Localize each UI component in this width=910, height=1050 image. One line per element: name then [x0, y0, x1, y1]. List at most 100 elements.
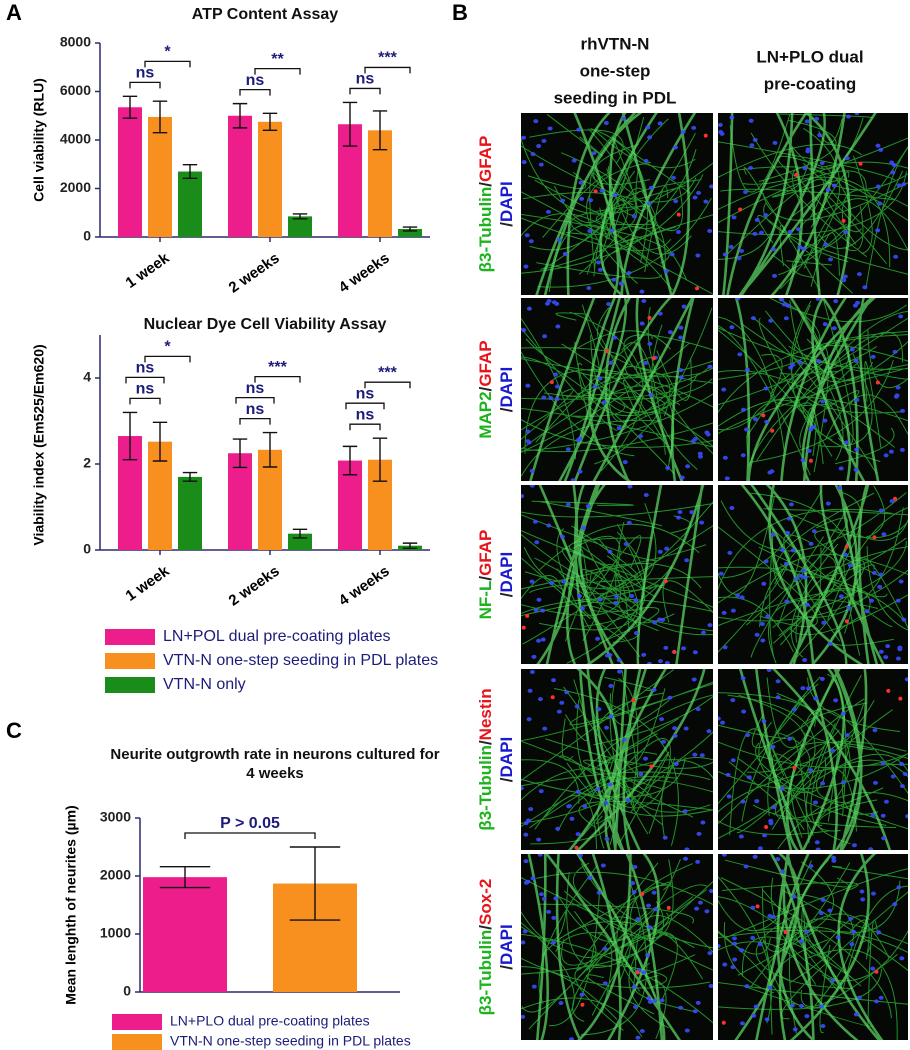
significance-bracket [349, 423, 381, 431]
significance-label: * [164, 339, 171, 356]
row-label-part: β3-Tubulin [476, 187, 495, 273]
micrograph [718, 485, 908, 664]
significance-label: P > 0.05 [220, 815, 280, 832]
row-label: /DAPI [497, 924, 516, 969]
bar [228, 115, 252, 237]
significance-bracket [345, 402, 385, 410]
significance-bracket [129, 81, 161, 89]
error-bar [152, 100, 168, 134]
significance-bracket [254, 375, 301, 383]
micrograph [521, 298, 713, 481]
row-label-part: DAPI [497, 924, 516, 965]
row-label-part: / [476, 386, 495, 391]
error-bar [262, 112, 278, 131]
error-bar [402, 226, 418, 232]
legend-swatch [105, 677, 155, 693]
bar [178, 476, 202, 550]
significance-bracket [239, 417, 271, 425]
legend-swatch [105, 629, 155, 645]
row-label: /DAPI [497, 367, 516, 412]
significance-label: ns [246, 72, 265, 89]
row-label-part: / [497, 965, 516, 970]
y-tick-label: 0 [83, 541, 91, 557]
y-tick-label: 8000 [60, 34, 91, 50]
significance-label: ns [136, 65, 155, 82]
row-label-part: / [476, 182, 495, 187]
bar [178, 171, 202, 237]
row-label-part: DAPI [497, 552, 516, 593]
significance-label: *** [378, 364, 397, 381]
row-label: NF-L/GFAP [476, 530, 495, 620]
row-label-part: Nestin [476, 688, 495, 740]
significance-label: ns [356, 71, 375, 88]
neurite-bundles [535, 113, 697, 295]
row-label-part: NF-L [476, 581, 495, 620]
row-label-part: Sox-2 [476, 879, 495, 925]
row-label-part: DAPI [497, 737, 516, 778]
legend-swatch [112, 1014, 162, 1030]
micrograph [718, 298, 908, 481]
row-label: /DAPI [497, 737, 516, 782]
row-label-part: DAPI [497, 367, 516, 408]
neurite-bundles [738, 669, 892, 850]
chart-title: Neurite outgrowth rate in neurons cultur… [110, 746, 440, 782]
chart-title: Nuclear Dye Cell Viability Assay [144, 316, 387, 333]
error-bar [292, 528, 308, 539]
column-header: rhVTN-N [581, 34, 650, 53]
significance-label: * [164, 44, 171, 61]
micrograph [521, 669, 713, 850]
neurite-bundles [567, 669, 706, 850]
error-bar [182, 471, 198, 482]
y-axis-label: Mean lenghth of neurites (µm) [63, 805, 79, 1004]
neurite-bundles [536, 485, 705, 664]
bar [228, 453, 252, 550]
row-label: MAP2/GFAP [476, 340, 495, 438]
error-bar [122, 411, 138, 461]
row-label-part: / [497, 407, 516, 412]
error-bar [402, 542, 418, 549]
y-tick-label: 2 [83, 455, 91, 471]
significance-bracket [349, 87, 381, 95]
significance-bracket [144, 60, 191, 68]
significance-bracket [184, 832, 316, 839]
neurite-bundles [734, 298, 880, 481]
column-header: pre-coating [764, 74, 857, 93]
chart-title-box: Neurite outgrowth rate in neurons cultur… [110, 746, 440, 782]
y-tick-label: 0 [123, 983, 131, 999]
bar [148, 116, 172, 237]
legend-label: VTN-N one-step seeding in PDL plates [170, 1033, 411, 1049]
micrograph [718, 669, 908, 850]
row-label: β3-Tubulin/Nestin [476, 688, 495, 830]
micrograph [718, 113, 908, 295]
neurite-bundles [529, 298, 695, 481]
bar [258, 121, 282, 237]
significance-bracket [144, 355, 191, 363]
error-bar [152, 421, 168, 462]
y-axis-label: Cell viability (RLU) [31, 78, 47, 202]
chart-title: ATP Content Assay [192, 6, 339, 23]
neurite-bundles [527, 854, 682, 1040]
row-label-part: / [476, 576, 495, 581]
row-label: β3-Tubulin/GFAP [476, 136, 495, 273]
panel-label: A [6, 0, 22, 25]
y-tick-label: 0 [83, 228, 91, 244]
row-label-part: β3-Tubulin [476, 930, 495, 1016]
row-label: /DAPI [497, 181, 516, 226]
neurite-bundles [740, 485, 885, 664]
row-label-part: / [497, 777, 516, 782]
error-bar [372, 437, 388, 482]
bar [118, 107, 142, 237]
nuclei [521, 485, 713, 664]
significance-label: ns [136, 360, 155, 377]
significance-bracket [129, 397, 161, 405]
y-tick-label: 2000 [100, 867, 131, 883]
y-tick-label: 2000 [60, 179, 91, 195]
row-label-part: GFAP [476, 340, 495, 386]
error-bar [232, 438, 248, 469]
significance-bracket [364, 66, 411, 74]
neurite-bundles [722, 113, 877, 295]
legend-swatch [105, 653, 155, 669]
row-label-part: / [497, 592, 516, 597]
significance-label: ns [356, 406, 375, 423]
error-bar [262, 431, 278, 468]
